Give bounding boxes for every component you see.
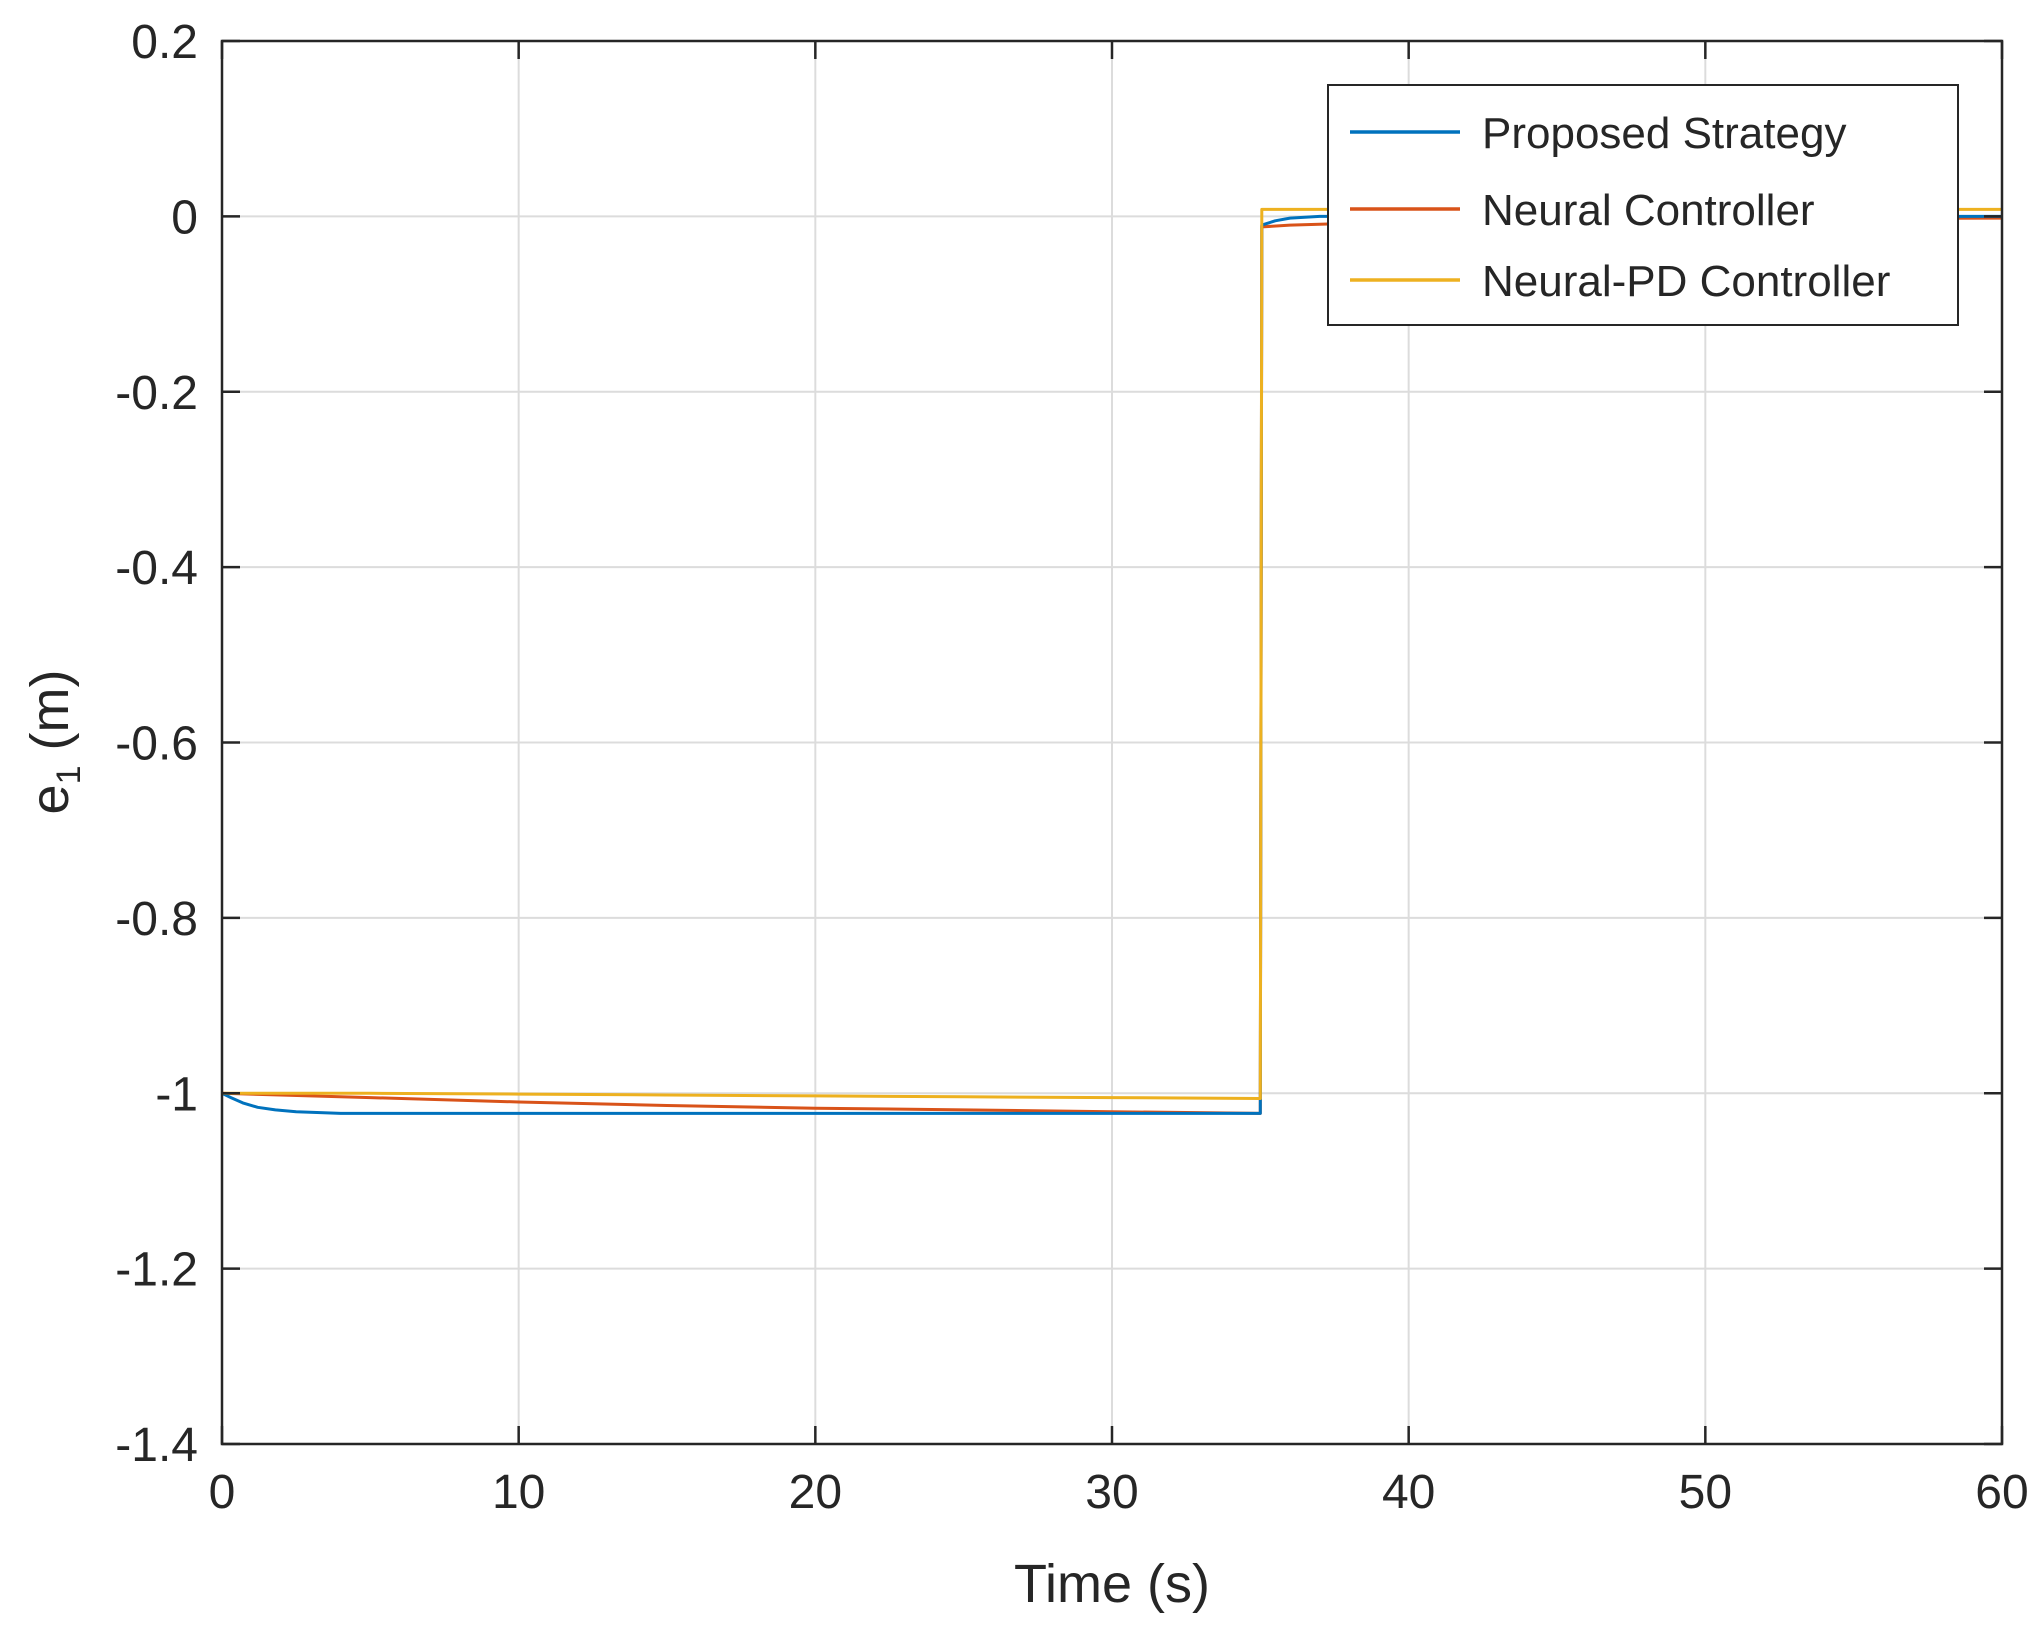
legend: Proposed Strategy Neural Controller Neur… <box>1327 84 1959 326</box>
legend-label-proposed-strategy: Proposed Strategy <box>1482 109 1846 158</box>
y-tick-label-neg0p6: -0.6 <box>115 718 198 771</box>
x-tick-labels: 0 10 20 30 40 50 60 <box>209 1466 2029 1519</box>
x-axis-label: Time (s) <box>1014 1554 1210 1614</box>
tick-marks <box>220 39 2004 1446</box>
y-tick-label-neg1p2: -1.2 <box>115 1244 198 1297</box>
x-tick-label-50: 50 <box>1679 1466 1732 1519</box>
y-tick-label-neg0p4: -0.4 <box>115 542 198 595</box>
legend-box <box>1327 84 1959 326</box>
y-tick-label-neg1: -1 <box>155 1068 198 1121</box>
y-tick-label-0: 0 <box>171 191 198 244</box>
y-tick-label-neg1p4: -1.4 <box>115 1419 198 1472</box>
y-axis-label-subscript: 1 <box>50 765 88 784</box>
x-tick-label-20: 20 <box>789 1466 842 1519</box>
legend-label-neural-pd-controller: Neural-PD Controller <box>1482 257 1890 306</box>
y-axis-label-base: e <box>20 784 80 814</box>
x-tick-label-40: 40 <box>1382 1466 1435 1519</box>
y-tick-label-neg0p2: -0.2 <box>115 367 198 420</box>
y-tick-labels: -1.4 -1.2 -1 -0.8 -0.6 -0.4 -0.2 0 0.2 <box>115 16 198 1472</box>
x-tick-label-30: 30 <box>1085 1466 1138 1519</box>
x-tick-label-0: 0 <box>209 1466 236 1519</box>
legend-label-neural-controller: Neural Controller <box>1482 186 1815 235</box>
y-axis-label: e1 (m) <box>20 670 88 815</box>
x-tick-label-10: 10 <box>492 1466 545 1519</box>
y-axis-label-suffix: (m) <box>20 670 80 766</box>
x-tick-label-60: 60 <box>1975 1466 2028 1519</box>
y-tick-label-neg0p8: -0.8 <box>115 893 198 946</box>
y-tick-label-0p2: 0.2 <box>131 16 198 69</box>
